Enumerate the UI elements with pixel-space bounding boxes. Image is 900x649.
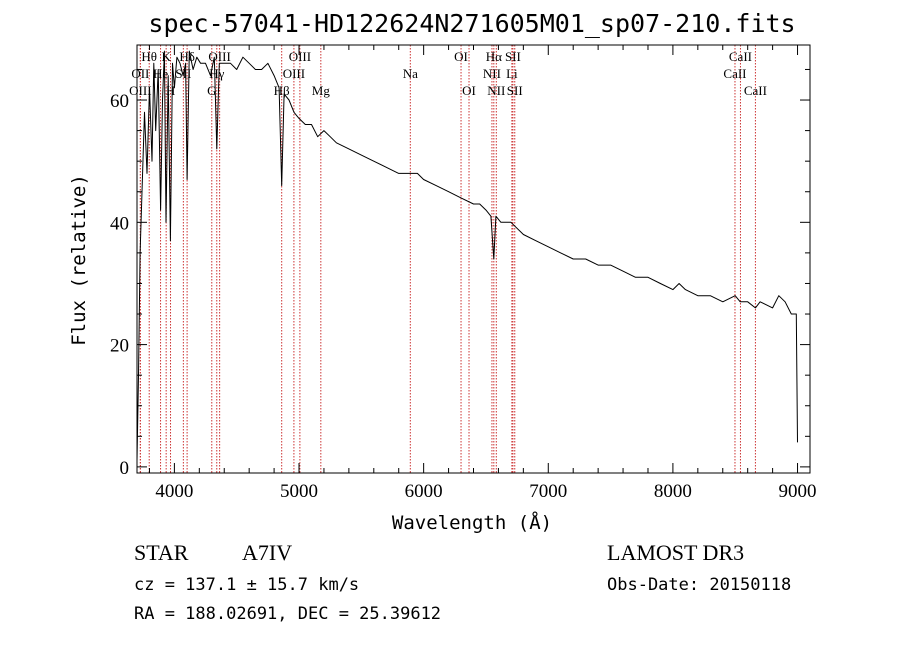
emission-line-label: OIII [289, 49, 311, 64]
x-axis-label: Wavelength (Å) [392, 511, 552, 534]
coordinates: RA = 188.02691, DEC = 25.39612 [134, 604, 441, 624]
emission-line-label: CaII [723, 66, 746, 81]
redshift-velocity: cz = 137.1 ± 15.7 km/s [134, 575, 359, 595]
chart-title: spec-57041-HD122624N271605M01_sp07-210.f… [148, 9, 795, 38]
emission-line-label: Hδ [179, 49, 195, 64]
emission-line-label: SII [507, 83, 523, 98]
plot-frame [136, 44, 811, 474]
x-tick-label: 7000 [529, 481, 567, 502]
emission-line-label: Li [506, 66, 518, 81]
object-class: STAR [134, 540, 189, 565]
x-tick-label: 9000 [779, 481, 817, 502]
emission-line-label: NII [483, 66, 501, 81]
emission-line-label: G [207, 83, 216, 98]
emission-line-label: Hβ [274, 83, 290, 98]
emission-line-label: CaII [729, 49, 752, 64]
emission-line-label: Hθ [141, 49, 157, 64]
x-axis-ticks: 4000 5000 6000 7000 8000 9000 [148, 45, 817, 502]
emission-line-label: OIII [208, 49, 230, 64]
x-tick-label: 4000 [155, 481, 193, 502]
y-axis-label: Flux (relative) [68, 174, 90, 346]
x-tick-label: 5000 [280, 481, 318, 502]
survey-name: LAMOST DR3 [607, 540, 744, 565]
y-axis-ticks: 0 20 40 60 [110, 68, 810, 479]
x-tick-label: 6000 [405, 481, 443, 502]
emission-line-label: CaII [744, 83, 767, 98]
emission-line-labels: Hθ OII OIII K He H Hδ SII G OIII Hγ Hβ OIII OIII Mg Na O… [129, 49, 767, 98]
emission-line-label: OII [131, 66, 149, 81]
emission-line-label: OI [454, 49, 468, 64]
emission-line-label: OIII [283, 66, 305, 81]
emission-line-label: SII [505, 49, 521, 64]
observation-date: Obs-Date: 20150118 [607, 575, 791, 595]
y-tick-label: 40 [110, 213, 129, 234]
spectrum-line [136, 50, 798, 461]
emission-line-label: OI [462, 83, 476, 98]
emission-line-markers [139, 45, 756, 473]
emission-line-label: H [166, 83, 175, 98]
y-tick-label: 60 [110, 91, 129, 112]
object-subclass: A7IV [242, 540, 292, 565]
emission-line-label: K [161, 49, 171, 64]
emission-line-label: Mg [312, 83, 331, 98]
emission-line-label: Hγ [209, 66, 224, 81]
emission-line-label: NII [487, 83, 505, 98]
emission-line-label: Hα [486, 49, 502, 64]
y-tick-label: 20 [110, 336, 129, 357]
y-tick-label: 0 [120, 458, 130, 479]
emission-line-label: OIII [129, 83, 151, 98]
emission-line-label: He [153, 66, 168, 81]
emission-line-label: Na [403, 66, 418, 81]
x-tick-label: 8000 [654, 481, 692, 502]
